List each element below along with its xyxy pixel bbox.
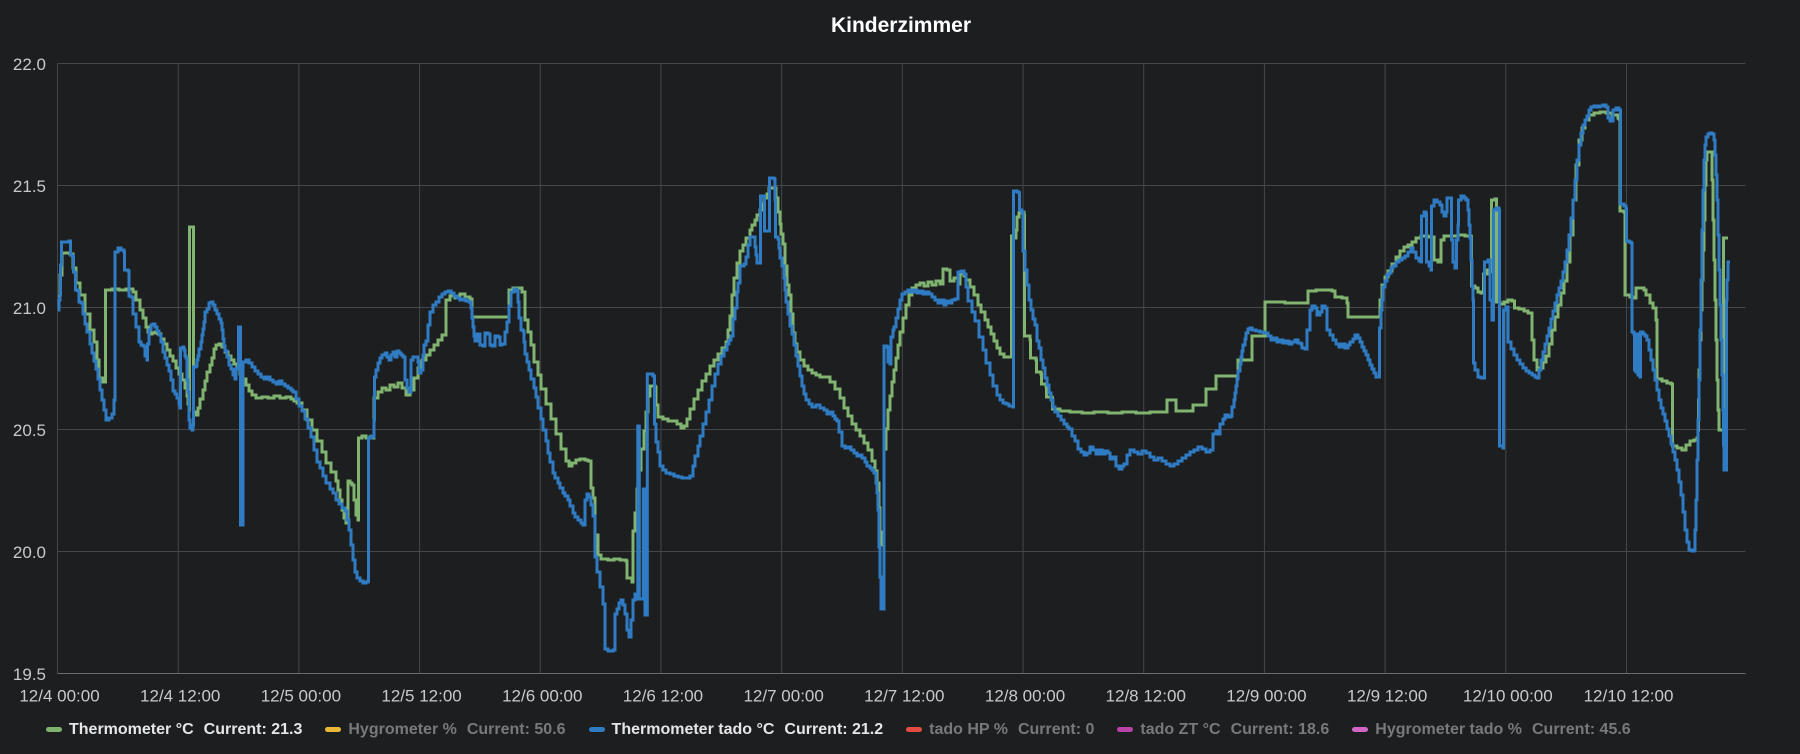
svg-text:12/4 00:00: 12/4 00:00 (19, 687, 99, 706)
svg-text:12/5 00:00: 12/5 00:00 (261, 687, 341, 706)
svg-text:Kinderzimmer: Kinderzimmer (831, 14, 971, 37)
svg-text:12/6 00:00: 12/6 00:00 (502, 687, 582, 706)
svg-text:20.0: 20.0 (13, 543, 46, 562)
svg-text:21.0: 21.0 (13, 299, 46, 318)
svg-text:12/10 12:00: 12/10 12:00 (1584, 687, 1674, 706)
svg-text:12/4 12:00: 12/4 12:00 (140, 687, 220, 706)
svg-text:22.0: 22.0 (13, 55, 46, 74)
svg-text:19.5: 19.5 (13, 665, 46, 684)
svg-text:12/7 12:00: 12/7 12:00 (864, 687, 944, 706)
svg-text:12/6 12:00: 12/6 12:00 (623, 687, 703, 706)
svg-text:12/8 12:00: 12/8 12:00 (1106, 687, 1186, 706)
svg-text:21.5: 21.5 (13, 177, 46, 196)
svg-text:12/9 00:00: 12/9 00:00 (1226, 687, 1306, 706)
svg-text:12/7 00:00: 12/7 00:00 (743, 687, 823, 706)
svg-text:12/5 12:00: 12/5 12:00 (381, 687, 461, 706)
svg-text:20.5: 20.5 (13, 421, 46, 440)
svg-text:12/9 12:00: 12/9 12:00 (1347, 687, 1427, 706)
svg-text:12/10 00:00: 12/10 00:00 (1463, 687, 1553, 706)
svg-text:12/8 00:00: 12/8 00:00 (985, 687, 1065, 706)
